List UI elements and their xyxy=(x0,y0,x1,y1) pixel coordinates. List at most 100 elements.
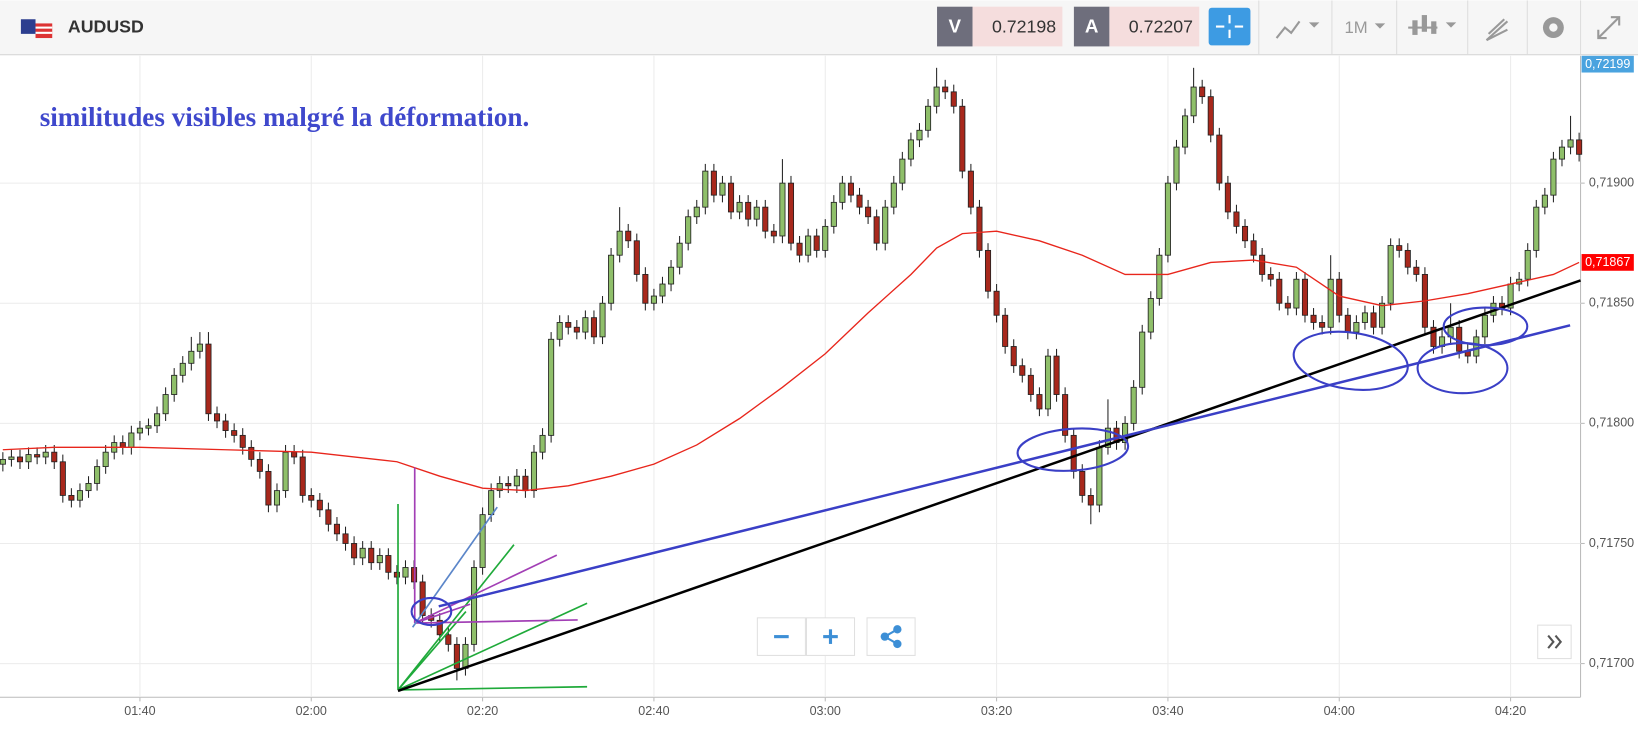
share-icon xyxy=(880,625,902,649)
candle-body xyxy=(882,206,889,244)
fullscreen-button[interactable] xyxy=(1597,16,1621,40)
last-price-label: 0,72199 xyxy=(1585,57,1630,71)
y-tick-label: 0,71800 xyxy=(1589,416,1634,430)
candle-body xyxy=(299,456,306,496)
sell-price[interactable]: 0.72198 xyxy=(992,16,1056,36)
x-tick-label: 02:40 xyxy=(638,704,669,718)
candle-body xyxy=(813,235,820,251)
timeframe-caret[interactable] xyxy=(1374,23,1386,29)
timeframe[interactable]: 1M xyxy=(1344,18,1367,37)
candle-body xyxy=(1276,278,1283,304)
candle-body xyxy=(1353,322,1360,333)
candle-body xyxy=(1379,302,1386,328)
candle-body xyxy=(1173,146,1180,184)
candle-body xyxy=(291,451,298,458)
toolbar-separators xyxy=(1258,0,1582,55)
candle-body xyxy=(1567,139,1574,148)
drawing-tools-button[interactable] xyxy=(1485,18,1509,42)
candle-body xyxy=(1336,278,1343,316)
share-button[interactable] xyxy=(866,617,916,656)
candle-body xyxy=(1053,355,1060,395)
candle-body xyxy=(1524,249,1531,280)
moving-average-line xyxy=(2,230,1580,492)
buy-price-box[interactable] xyxy=(1109,6,1200,47)
candle-body xyxy=(1062,394,1069,436)
candle-body xyxy=(933,86,940,107)
candle-body xyxy=(779,182,786,237)
candle-body xyxy=(719,182,726,196)
candle-body xyxy=(265,470,272,506)
candle-body xyxy=(25,454,32,463)
candle-body xyxy=(522,475,529,492)
candle-body xyxy=(145,425,152,429)
candle-body xyxy=(51,451,58,463)
candle-body xyxy=(470,567,478,645)
candle-body xyxy=(385,555,392,573)
candle-body xyxy=(0,458,6,465)
candle-body xyxy=(976,206,983,251)
buy-button[interactable] xyxy=(1073,6,1110,47)
candle-body xyxy=(530,451,538,492)
candle-style-button[interactable] xyxy=(1408,15,1457,35)
candle-body xyxy=(633,240,640,275)
candle-body xyxy=(59,461,66,496)
candle-body xyxy=(770,230,777,237)
candle-body xyxy=(513,475,520,487)
candle-body xyxy=(222,420,229,431)
candle-body xyxy=(693,206,700,218)
candle-body xyxy=(342,533,349,544)
buy-label[interactable]: A xyxy=(1085,16,1099,37)
settings-button[interactable] xyxy=(1542,17,1564,39)
candle-body xyxy=(1310,314,1317,323)
toolbar xyxy=(0,0,1638,55)
y-tick-label: 0,71700 xyxy=(1589,656,1634,670)
candle-body xyxy=(753,206,760,220)
candle-body xyxy=(231,430,238,436)
candle-body xyxy=(1139,331,1146,388)
candle-body xyxy=(1344,314,1351,333)
candle-body xyxy=(34,454,41,458)
candle-body xyxy=(1327,278,1334,328)
sell-price-box[interactable] xyxy=(972,6,1063,47)
zoom-controls xyxy=(756,617,1572,660)
candle-body xyxy=(548,338,555,436)
crosshair-icon xyxy=(1215,15,1244,39)
x-tick-label: 03:40 xyxy=(1152,704,1183,718)
buy-price[interactable]: 0.72207 xyxy=(1129,16,1193,36)
y-tick-label: 0,71900 xyxy=(1589,175,1634,189)
light-blue-line xyxy=(411,506,498,628)
zoom-in-icon xyxy=(823,629,838,644)
crosshair-button[interactable] xyxy=(1208,7,1251,46)
symbol: AUDUSD xyxy=(68,16,144,36)
candle-body xyxy=(685,216,692,244)
candle-body xyxy=(1216,134,1223,184)
candle-body xyxy=(907,139,914,160)
x-tick-label: 03:20 xyxy=(981,704,1012,718)
x-tick-label: 03:00 xyxy=(810,704,841,718)
candle-body xyxy=(556,322,563,340)
candle-body xyxy=(993,290,1000,316)
candle-body xyxy=(1182,115,1189,148)
candle-body xyxy=(1267,273,1274,280)
candle-body xyxy=(445,634,452,645)
sell-button[interactable] xyxy=(937,6,973,47)
candle-body xyxy=(565,322,572,328)
candle-body xyxy=(1019,365,1026,376)
candle-body xyxy=(1576,139,1583,155)
candle-body xyxy=(890,182,897,208)
sell-label[interactable]: V xyxy=(949,16,962,37)
candle-body xyxy=(351,543,358,559)
y-tick-label: 0,71750 xyxy=(1589,536,1634,550)
candle-body xyxy=(727,182,735,213)
candle-body xyxy=(1070,434,1077,472)
chart-type-button[interactable] xyxy=(1275,20,1320,39)
candle-body xyxy=(1473,336,1480,357)
ma-price-label: 0,71867 xyxy=(1585,255,1630,269)
candle-body xyxy=(659,283,666,297)
candle-body xyxy=(1207,96,1214,136)
candle-body xyxy=(436,619,443,636)
candle-body xyxy=(1481,314,1488,338)
candle-body xyxy=(1002,314,1009,347)
candle-body xyxy=(496,482,503,492)
